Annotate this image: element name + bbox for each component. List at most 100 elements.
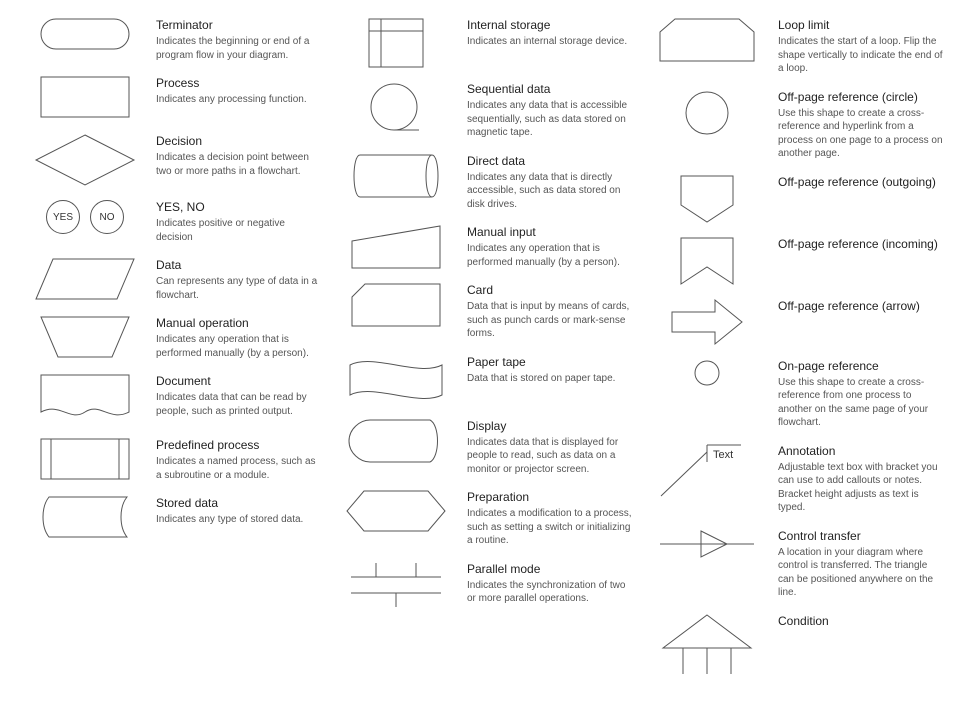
desc: Can represents any type of data in a flo…: [156, 275, 321, 302]
yesno-icon: YES NO: [20, 200, 150, 234]
desc: Indicates the beginning or end of a prog…: [156, 35, 321, 62]
title: Annotation: [778, 444, 943, 458]
desc: Indicates data that can be read by peopl…: [156, 391, 321, 418]
column-2: Internal storage Indicates an internal s…: [331, 18, 632, 690]
offpage-circle-icon: [642, 90, 772, 136]
row-offarrow: Off-page reference (arrow): [642, 299, 943, 345]
row-stored: Stored data Indicates any type of stored…: [20, 496, 321, 538]
row-yesno: YES NO YES, NO Indicates positive or neg…: [20, 200, 321, 244]
title: Data: [156, 258, 321, 272]
title: Paper tape: [467, 355, 632, 369]
title: Condition: [778, 614, 943, 628]
title: Decision: [156, 134, 321, 148]
desc: Indicates a decision point between two o…: [156, 151, 321, 178]
desc: Indicates a modification to a process, s…: [467, 507, 632, 548]
desc: Indicates data that is displayed for peo…: [467, 436, 632, 477]
onpage-reference-icon: [642, 359, 772, 387]
desc: Indicates any operation that is performe…: [467, 242, 632, 269]
title: On-page reference: [778, 359, 943, 373]
desc: Indicates any data that is directly acce…: [467, 171, 632, 212]
process-icon: [20, 76, 150, 120]
offpage-outgoing-icon: [642, 175, 772, 223]
preparation-icon: [331, 490, 461, 532]
offpage-arrow-icon: [642, 299, 772, 345]
row-decision: Decision Indicates a decision point betw…: [20, 134, 321, 186]
manual-input-icon: [331, 225, 461, 269]
row-process: Process Indicates any processing functio…: [20, 76, 321, 120]
row-ctrltransfer: Control transfer A location in your diag…: [642, 529, 943, 600]
row-preparation: Preparation Indicates a modification to …: [331, 490, 632, 548]
desc: Use this shape to create a cross-referen…: [778, 376, 943, 430]
column-3: Loop limit Indicates the start of a loop…: [642, 18, 943, 690]
desc: Adjustable text box with bracket you can…: [778, 461, 943, 515]
desc: Indicates any type of stored data.: [156, 513, 321, 527]
paper-tape-icon: [331, 355, 461, 405]
row-intstorage: Internal storage Indicates an internal s…: [331, 18, 632, 68]
row-seqdata: Sequential data Indicates any data that …: [331, 82, 632, 140]
yes-circle: YES: [46, 200, 80, 234]
annotation-icon: Text: [642, 444, 772, 498]
row-onpage: On-page reference Use this shape to crea…: [642, 359, 943, 430]
desc: Indicates a named process, such as a sub…: [156, 455, 321, 482]
row-offout: Off-page reference (outgoing): [642, 175, 943, 223]
title: Direct data: [467, 154, 632, 168]
row-offin: Off-page reference (incoming): [642, 237, 943, 285]
title: Stored data: [156, 496, 321, 510]
terminator-icon: [20, 18, 150, 52]
row-offcircle: Off-page reference (circle) Use this sha…: [642, 90, 943, 161]
row-directdata: Direct data Indicates any data that is d…: [331, 154, 632, 212]
desc: Indicates an internal storage device.: [467, 35, 632, 49]
decision-icon: [20, 134, 150, 186]
card-icon: [331, 283, 461, 327]
desc: A location in your diagram where control…: [778, 546, 943, 600]
desc: Indicates the synchronization of two or …: [467, 579, 632, 606]
row-card: Card Data that is input by means of card…: [331, 283, 632, 341]
row-parallel: Parallel mode Indicates the synchronizat…: [331, 562, 632, 608]
title: Card: [467, 283, 632, 297]
parallel-mode-icon: [331, 562, 461, 608]
row-manualop: Manual operation Indicates any operation…: [20, 316, 321, 360]
row-manualinput: Manual input Indicates any operation tha…: [331, 225, 632, 269]
title: Sequential data: [467, 82, 632, 96]
predefined-process-icon: [20, 438, 150, 480]
offpage-incoming-icon: [642, 237, 772, 285]
no-circle: NO: [90, 200, 124, 234]
desc: Indicates any operation that is performe…: [156, 333, 321, 360]
internal-storage-icon: [331, 18, 461, 68]
desc: Indicates positive or negative decision: [156, 217, 321, 244]
row-display: Display Indicates data that is displayed…: [331, 419, 632, 477]
direct-data-icon: [331, 154, 461, 198]
title: YES, NO: [156, 200, 321, 214]
display-icon: [331, 419, 461, 463]
annotation-label: Text: [713, 449, 733, 461]
stored-data-icon: [20, 496, 150, 538]
loop-limit-icon: [642, 18, 772, 62]
title: Manual input: [467, 225, 632, 239]
title: Manual operation: [156, 316, 321, 330]
desc: Use this shape to create a cross-referen…: [778, 107, 943, 161]
desc: Indicates any processing function.: [156, 93, 321, 107]
sequential-data-icon: [331, 82, 461, 134]
manual-operation-icon: [20, 316, 150, 358]
control-transfer-icon: [642, 529, 772, 559]
title: Parallel mode: [467, 562, 632, 576]
desc: Data that is input by means of cards, su…: [467, 300, 632, 341]
row-predef: Predefined process Indicates a named pro…: [20, 438, 321, 482]
data-icon: [20, 258, 150, 300]
title: Off-page reference (circle): [778, 90, 943, 104]
row-looplimit: Loop limit Indicates the start of a loop…: [642, 18, 943, 76]
row-condition: Condition: [642, 614, 943, 676]
title: Off-page reference (outgoing): [778, 175, 943, 189]
row-papertape: Paper tape Data that is stored on paper …: [331, 355, 632, 405]
document-icon: [20, 374, 150, 424]
desc: Data that is stored on paper tape.: [467, 372, 632, 386]
condition-icon: [642, 614, 772, 676]
title: Document: [156, 374, 321, 388]
row-annotation: Text Annotation Adjustable text box with…: [642, 444, 943, 515]
title: Terminator: [156, 18, 321, 32]
title: Control transfer: [778, 529, 943, 543]
title: Loop limit: [778, 18, 943, 32]
title: Preparation: [467, 490, 632, 504]
flowchart-symbol-grid: Terminator Indicates the beginning or en…: [20, 18, 943, 690]
row-terminator: Terminator Indicates the beginning or en…: [20, 18, 321, 62]
